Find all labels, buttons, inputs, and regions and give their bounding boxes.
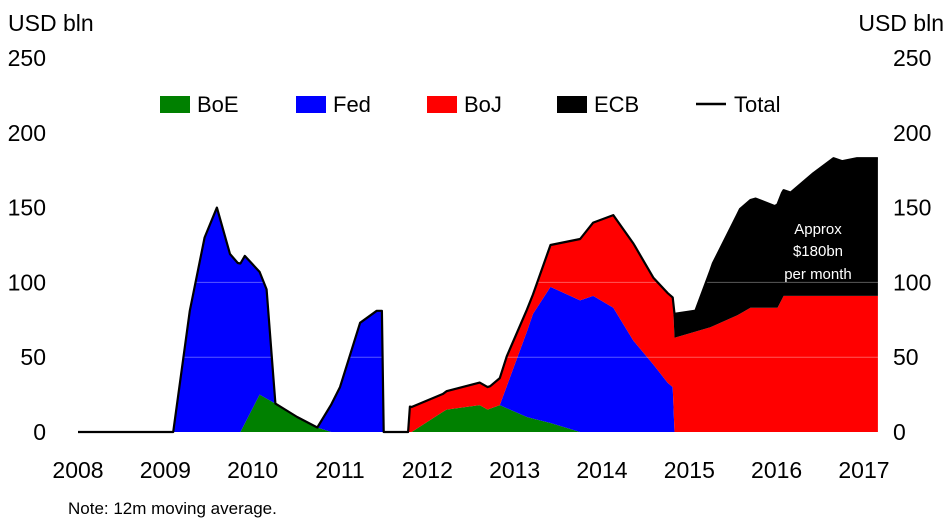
x-ticks: 2008 2009 2010 2011 2012 2013 2014 2015 2016 2017 <box>52 457 889 483</box>
y-tick-left: 200 <box>8 120 46 146</box>
legend-label-boj: BoJ <box>464 92 502 117</box>
y-tick-left: 150 <box>8 195 46 221</box>
area-fed <box>78 207 878 432</box>
area-boe <box>78 394 878 432</box>
annotation: Approx $180bn per month <box>784 221 852 283</box>
legend-swatch-ecb <box>557 96 587 113</box>
area-boj <box>78 207 878 432</box>
x-tick: 2009 <box>140 457 191 483</box>
legend-label-total: Total <box>734 92 780 117</box>
annotation-line-1: Approx <box>794 221 842 238</box>
x-tick: 2012 <box>402 457 453 483</box>
y-axis-label-right: USD bln <box>858 10 944 36</box>
x-tick: 2017 <box>838 457 889 483</box>
y-tick-right: 150 <box>893 195 931 221</box>
y-ticks-left: 0 50 100 150 200 250 <box>8 45 46 445</box>
x-tick: 2016 <box>751 457 802 483</box>
y-tick-right: 0 <box>893 419 906 445</box>
y-tick-left: 0 <box>33 419 46 445</box>
annotation-line-3: per month <box>784 266 852 283</box>
y-tick-left: 100 <box>8 269 46 295</box>
legend-label-ecb: ECB <box>594 92 639 117</box>
y-tick-left: 50 <box>20 344 46 370</box>
y-tick-left: 250 <box>8 45 46 71</box>
y-axis-label-left: USD bln <box>8 10 94 36</box>
y-ticks-right: 0 50 100 150 200 250 <box>893 45 931 445</box>
x-tick: 2013 <box>489 457 540 483</box>
legend-swatch-boj <box>427 96 457 113</box>
legend-label-fed: Fed <box>333 92 371 117</box>
legend-swatch-boe <box>160 96 190 113</box>
y-tick-right: 100 <box>893 269 931 295</box>
y-tick-right: 50 <box>893 344 919 370</box>
total-line <box>78 157 878 434</box>
legend-swatch-fed <box>296 96 326 113</box>
x-tick: 2008 <box>52 457 103 483</box>
x-tick: 2011 <box>315 457 364 483</box>
x-tick: 2014 <box>576 457 627 483</box>
y-tick-right: 200 <box>893 120 931 146</box>
legend: BoE Fed BoJ ECB Total <box>160 92 780 117</box>
annotation-line-2: $180bn <box>793 243 843 260</box>
note: Note: 12m moving average. <box>68 499 277 518</box>
y-tick-right: 250 <box>893 45 931 71</box>
x-tick: 2015 <box>664 457 715 483</box>
legend-label-boe: BoE <box>197 92 239 117</box>
x-tick: 2010 <box>227 457 278 483</box>
area-ecb <box>78 158 878 432</box>
stacked-areas <box>78 157 878 434</box>
